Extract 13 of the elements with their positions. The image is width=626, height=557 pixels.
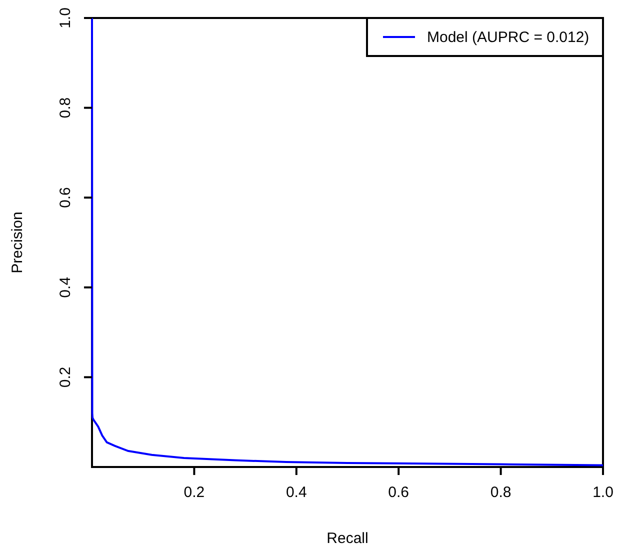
y-tick-label: 0.4 xyxy=(57,276,74,298)
y-tick-label: 0.8 xyxy=(57,97,74,118)
x-tick-label: 1.0 xyxy=(592,484,614,501)
y-tick-label: 1.0 xyxy=(57,8,74,28)
x-tick-label: 0.2 xyxy=(184,484,205,501)
legend-label: Model (AUPRC = 0.012) xyxy=(427,29,590,46)
y-tick-label: 0.6 xyxy=(57,187,74,208)
y-tick-label: 0.2 xyxy=(57,366,74,388)
x-tick-label: 0.8 xyxy=(490,484,512,501)
y-axis-title: Precision xyxy=(9,212,26,274)
x-axis-title: Recall xyxy=(326,530,368,547)
x-tick-label: 0.4 xyxy=(286,484,307,501)
x-tick-label: 0.6 xyxy=(388,484,410,501)
